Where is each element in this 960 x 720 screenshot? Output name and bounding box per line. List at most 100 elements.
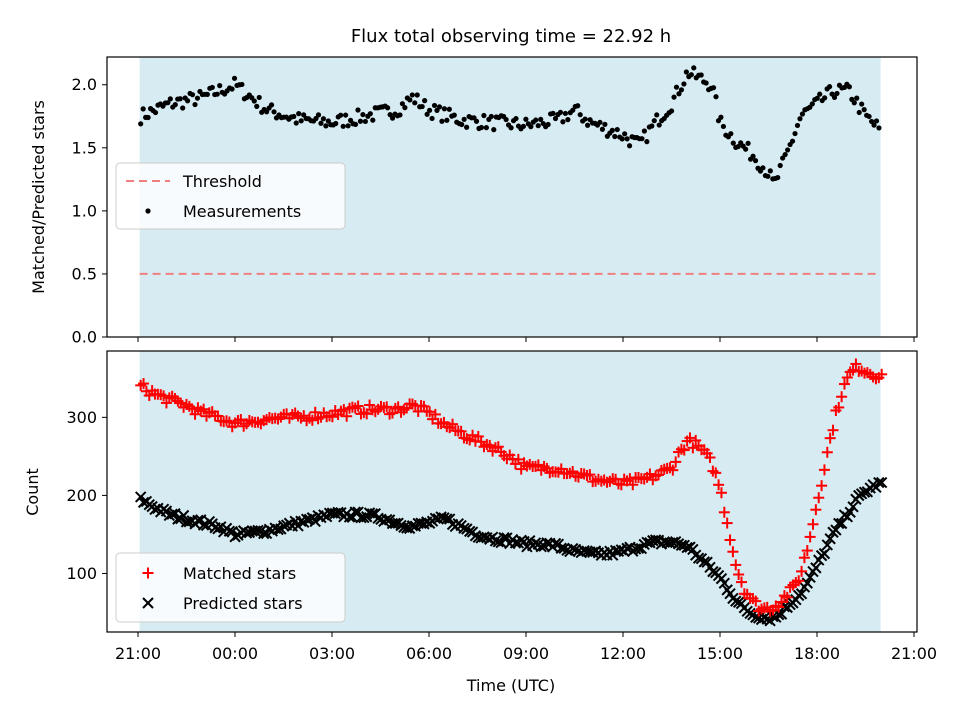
measurement-point <box>355 107 361 113</box>
measurement-point <box>691 65 697 71</box>
measurement-point <box>760 165 766 171</box>
measurement-point <box>854 95 860 101</box>
matched-star-point <box>198 403 210 415</box>
measurement-point <box>750 153 756 159</box>
matched-star-point <box>687 442 699 454</box>
predicted-star-point <box>810 562 822 574</box>
measurement-point <box>866 113 872 120</box>
measurement-point <box>152 109 159 116</box>
predicted-star-points <box>134 476 888 627</box>
measurement-point <box>298 118 304 124</box>
x-tick-label: 21:00 <box>115 644 161 663</box>
measurement-point <box>565 117 571 123</box>
measurement-point <box>767 168 773 174</box>
matched-star-points <box>135 358 888 617</box>
measurement-point <box>826 84 833 90</box>
measurement-point <box>345 123 351 129</box>
matched-star-point <box>721 517 733 529</box>
matched-star-point <box>615 479 627 491</box>
legend-predicted-marker <box>142 597 154 609</box>
measurement-point <box>859 101 865 107</box>
measurement-point <box>710 85 717 91</box>
measurement-point <box>214 91 220 97</box>
measurement-point <box>478 124 485 131</box>
predicted-star-point <box>818 547 831 560</box>
ratio-axis-ticks: 0.0 0.5 1.0 1.5 2.0 <box>72 75 915 347</box>
legend-predicted-swatch <box>142 597 154 609</box>
x-axis-label: Time (UTC) <box>466 676 555 695</box>
predicted-star-point <box>443 513 456 525</box>
predicted-star-point <box>821 539 834 551</box>
matched-star-point <box>713 479 725 491</box>
predicted-star-point <box>381 513 393 526</box>
measurement-point <box>491 127 497 133</box>
measurement-point <box>528 124 534 130</box>
predicted-star-point <box>687 543 699 556</box>
measurement-point <box>535 123 541 129</box>
x-tick-label: 00:00 <box>212 644 258 663</box>
measurement-point <box>871 122 877 128</box>
predicted-star-point <box>632 542 645 554</box>
measurement-point <box>412 100 418 106</box>
measurement-point <box>513 115 519 122</box>
measurement-point <box>320 116 327 122</box>
measurement-point <box>777 162 783 169</box>
predicted-star-point <box>149 503 161 516</box>
measurement-point <box>799 111 806 117</box>
predicted-star-point <box>833 517 845 530</box>
predicted-star-point <box>847 501 859 513</box>
measurement-point <box>809 101 815 107</box>
measurement-point <box>656 122 662 128</box>
measurement-point <box>533 117 539 123</box>
matched-star-point <box>776 596 788 608</box>
ratio-y-tick-label: 1.0 <box>72 201 97 220</box>
measurement-point <box>718 114 724 120</box>
predicted-star-point <box>824 533 836 545</box>
x-tick-label: 18:00 <box>794 644 840 663</box>
measurement-point <box>419 103 425 110</box>
count-axes-frame <box>106 350 918 633</box>
measurement-point <box>167 96 173 102</box>
measurement-point <box>503 116 509 123</box>
measurement-point <box>624 136 630 142</box>
measurement-point <box>209 84 215 91</box>
measurement-point <box>481 112 487 119</box>
measurement-point <box>397 112 403 118</box>
matched-star-point <box>838 378 850 390</box>
measurement-point <box>794 122 801 129</box>
measurement-point <box>424 111 430 117</box>
measurement-point <box>293 120 299 126</box>
legend-measurement-label: Measurements <box>183 202 301 221</box>
measurement-point <box>138 121 144 127</box>
matched-star-point <box>584 469 596 481</box>
predicted-star-point <box>535 541 547 553</box>
matched-star-point <box>424 406 436 418</box>
matched-star-point <box>624 473 636 485</box>
measurement-point <box>352 121 359 127</box>
matched-star-point <box>836 391 848 403</box>
measurement-point <box>140 106 146 112</box>
matched-star-point <box>467 429 479 441</box>
predicted-star-point <box>649 534 662 546</box>
predicted-star-point <box>272 523 284 536</box>
measurement-point <box>256 94 262 101</box>
measurement-point <box>367 111 373 117</box>
measurement-point <box>654 112 660 118</box>
matched-star-point <box>810 504 822 516</box>
measurement-point <box>785 147 791 153</box>
measurement-point <box>325 118 331 124</box>
measurement-point <box>562 110 568 117</box>
measurement-point <box>422 98 428 104</box>
measurement-point <box>713 94 719 100</box>
matched-star-point <box>515 463 527 475</box>
predicted-star-point <box>309 515 321 528</box>
measurement-point <box>649 123 655 129</box>
measurement-point <box>523 116 529 122</box>
measurement-point <box>172 102 178 108</box>
matched-star-point <box>821 446 833 458</box>
matched-star-point <box>429 408 441 420</box>
measurement-point <box>239 81 245 88</box>
count-panel: 21:00 00:00 03:00 06:00 09:00 12:00 15:00 18:00… <box>23 350 937 695</box>
matched-star-point <box>750 595 762 607</box>
matched-star-point <box>804 531 816 543</box>
